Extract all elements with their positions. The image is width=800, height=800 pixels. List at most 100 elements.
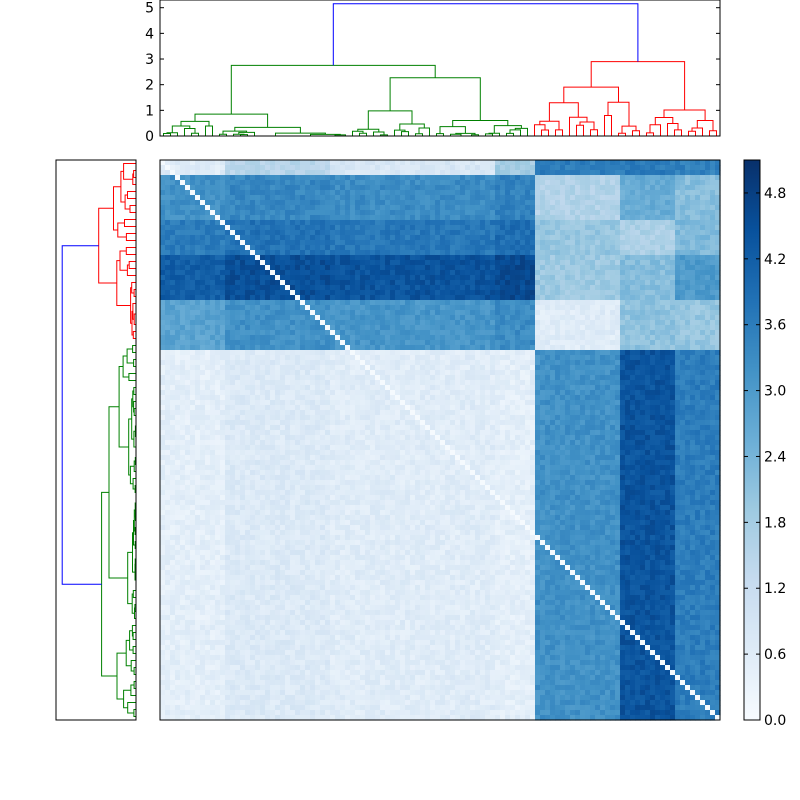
heatmap-cell [425, 340, 431, 346]
heatmap-cell [415, 220, 421, 226]
heatmap-cell [675, 210, 681, 216]
heatmap-cell [680, 265, 686, 271]
heatmap-cell [345, 175, 351, 181]
heatmap-cell [220, 330, 226, 336]
heatmap-cell [400, 195, 406, 201]
heatmap-cell [405, 210, 411, 216]
heatmap-cell [400, 190, 406, 196]
heatmap-cell [710, 335, 716, 341]
heatmap-cell [670, 205, 676, 211]
heatmap-cell [705, 345, 711, 351]
heatmap-cell [260, 280, 266, 286]
heatmap-cell [420, 170, 426, 176]
heatmap-cell [470, 215, 476, 221]
heatmap-cell [545, 260, 551, 266]
heatmap-cell [245, 355, 251, 361]
heatmap-cell [675, 345, 681, 351]
heatmap-cell [245, 345, 251, 351]
heatmap-cell [585, 330, 591, 336]
heatmap-cell [685, 300, 691, 306]
heatmap-cell [250, 335, 256, 341]
heatmap-cell [615, 310, 621, 316]
heatmap-cell [265, 160, 271, 166]
heatmap-cell [710, 210, 716, 216]
heatmap-cell [680, 330, 686, 336]
heatmap-cell [510, 350, 516, 356]
heatmap-cell [485, 190, 491, 196]
heatmap-cell [420, 265, 426, 271]
heatmap-cell [515, 230, 521, 236]
heatmap-cell [695, 255, 701, 261]
heatmap-cell [295, 335, 301, 341]
heatmap-cell [475, 325, 481, 331]
heatmap-cell [335, 160, 341, 166]
top-dendrogram-y-tick-label: 3 [145, 52, 154, 68]
heatmap-cell [690, 270, 696, 276]
heatmap-cell [620, 220, 626, 226]
heatmap-cell [595, 290, 601, 296]
heatmap-cell [290, 205, 296, 211]
heatmap-cell [590, 225, 596, 231]
heatmap-cell [350, 220, 356, 226]
heatmap-cell [235, 195, 241, 201]
heatmap-cell [510, 235, 516, 241]
left-dendrogram-frame [55, 159, 137, 721]
heatmap-cell [205, 345, 211, 351]
heatmap-cell [260, 265, 266, 271]
heatmap-cell [285, 180, 291, 186]
heatmap-cell [585, 305, 591, 311]
heatmap-cell [255, 345, 261, 351]
heatmap-cell [530, 245, 536, 251]
heatmap-cell [615, 335, 621, 341]
heatmap-cell [545, 350, 551, 356]
heatmap-cell [470, 160, 476, 166]
heatmap-cell [615, 235, 621, 241]
heatmap-cell [165, 310, 171, 316]
heatmap-cell [200, 245, 206, 251]
heatmap-cell [700, 305, 706, 311]
heatmap-cell [500, 335, 506, 341]
heatmap-cell [205, 305, 211, 311]
heatmap-cell [530, 335, 536, 341]
heatmap-cell [355, 300, 361, 306]
heatmap-cell [495, 260, 501, 266]
heatmap-cell [675, 255, 681, 261]
heatmap-cell [625, 330, 631, 336]
heatmap-cell [580, 275, 586, 281]
heatmap-cell [630, 310, 636, 316]
heatmap-cell [360, 305, 366, 311]
heatmap-cell [250, 175, 256, 181]
heatmap-cell [400, 185, 406, 191]
heatmap-cell [650, 315, 656, 321]
heatmap-cell [385, 340, 391, 346]
heatmap-cell [225, 320, 231, 326]
heatmap-cell [460, 235, 466, 241]
heatmap-cell [620, 315, 626, 321]
heatmap-cell [460, 215, 466, 221]
heatmap-cell [360, 240, 366, 246]
heatmap-cell [395, 220, 401, 226]
heatmap-cell [685, 305, 691, 311]
heatmap-cell [480, 215, 486, 221]
heatmap-cell [630, 160, 636, 166]
heatmap-cell [525, 285, 531, 291]
heatmap-cell [645, 220, 651, 226]
heatmap-cell [235, 225, 241, 231]
heatmap-cell [560, 290, 566, 296]
heatmap-cell [485, 360, 491, 366]
heatmap-cell [315, 245, 321, 251]
heatmap-cell [590, 185, 596, 191]
heatmap-cell [700, 335, 706, 341]
heatmap-cell [545, 160, 551, 166]
heatmap-cell [670, 305, 676, 311]
heatmap-cell [465, 180, 471, 186]
heatmap-cell [710, 215, 716, 221]
heatmap-cell [225, 290, 231, 296]
heatmap-cell [640, 335, 646, 341]
heatmap-cell [530, 265, 536, 271]
heatmap-cell [415, 290, 421, 296]
heatmap-cell [165, 335, 171, 341]
heatmap-cell [220, 225, 226, 231]
heatmap-cell [330, 225, 336, 231]
heatmap-cell [715, 260, 721, 266]
